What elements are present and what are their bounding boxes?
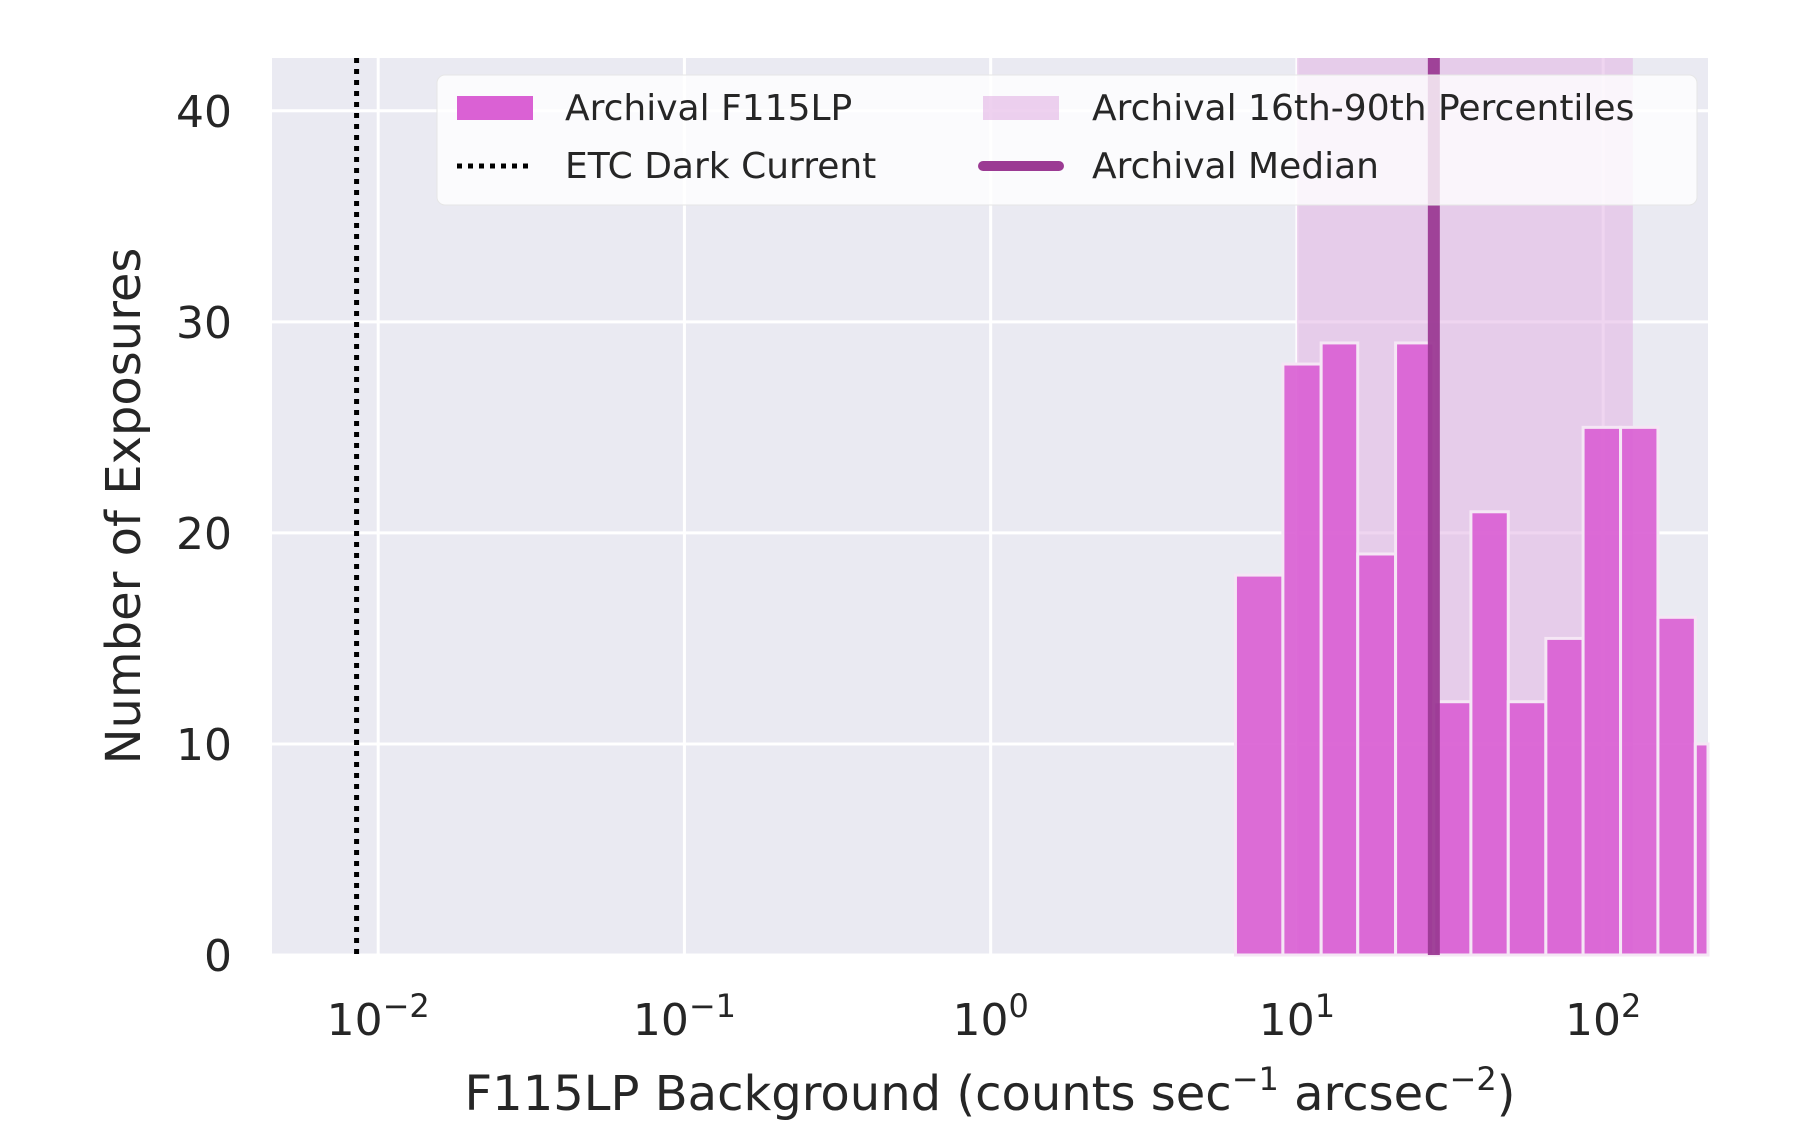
y-tick-label: 40: [176, 87, 232, 138]
histogram-bar: [1319, 341, 1360, 957]
legend-swatch-percentile-band: [983, 96, 1059, 120]
x-tick-label: 10−2: [327, 987, 430, 1046]
x-axis-title-exp1: −1: [1232, 1060, 1279, 1098]
x-axis-title-prefix: F115LP Background (counts sec: [465, 1066, 1232, 1122]
legend-label-dark-current: ETC Dark Current: [565, 146, 876, 187]
y-tick-label: 10: [176, 720, 232, 771]
x-tick-label: 102: [1565, 987, 1641, 1046]
histogram-bars: [1233, 341, 1710, 957]
x-axis-title-middle: arcsec: [1279, 1066, 1450, 1122]
legend-swatch-archival-f115lp: [457, 96, 533, 120]
legend-label-median: Archival Median: [1092, 146, 1379, 187]
legend-frame: [436, 74, 1698, 206]
y-tick-label: 20: [176, 509, 232, 560]
histogram-bar: [1693, 742, 1710, 957]
x-axis-title: F115LP Background (counts sec−1 arcsec−2…: [465, 1060, 1516, 1122]
histogram-bar: [1581, 425, 1623, 957]
histogram-bar: [1281, 362, 1323, 957]
x-axis-title-suffix: ): [1497, 1066, 1516, 1122]
y-tick-label: 30: [176, 298, 232, 349]
x-tick-label: 101: [1259, 987, 1335, 1046]
reference-lines: [354, 58, 1440, 955]
x-tick-label: 100: [952, 987, 1028, 1046]
x-axis-title-exp2: −2: [1450, 1060, 1497, 1098]
legend: Archival F115LP Archival 16th-90th Perce…: [436, 74, 1698, 206]
x-tick-label: 10−1: [633, 987, 736, 1046]
histogram-bar: [1356, 552, 1398, 957]
y-tick-label: 0: [204, 931, 232, 982]
histogram-bar: [1506, 700, 1548, 957]
histogram-bar: [1656, 615, 1697, 957]
histogram-bar: [1619, 425, 1660, 957]
histogram-bar: [1469, 510, 1510, 957]
histogram-bar: [1394, 341, 1436, 957]
legend-label-percentile-band: Archival 16th-90th Percentiles: [1092, 88, 1634, 129]
histogram-bar: [1233, 573, 1285, 957]
histogram-bar: [1544, 636, 1585, 957]
y-axis-title: Number of Exposures: [96, 248, 152, 765]
legend-label-archival-f115lp: Archival F115LP: [565, 88, 852, 129]
